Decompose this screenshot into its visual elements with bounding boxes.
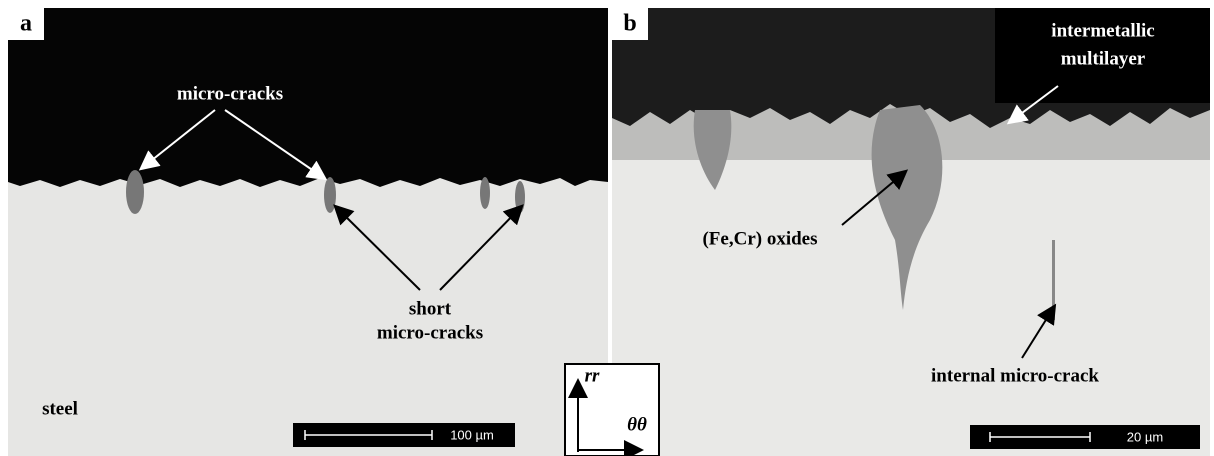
panel-label: a (20, 11, 32, 37)
annotation: multilayer (1061, 48, 1146, 69)
oxide (126, 170, 144, 214)
oxide (480, 177, 490, 209)
panel-label-box (8, 8, 44, 40)
oxide (324, 177, 336, 213)
scale-line (989, 432, 1091, 442)
arrow (333, 204, 421, 291)
annotation: steel (42, 398, 78, 419)
arrow (439, 204, 524, 291)
oxide (693, 110, 732, 190)
axis-label: rr (585, 365, 600, 386)
panel-a: a micro-cracks short micro-cracks steel … (8, 8, 608, 456)
arrow (138, 109, 216, 171)
scale-label: 100 µm (450, 427, 494, 442)
annotation: micro-cracks (377, 322, 483, 343)
oxide (871, 105, 943, 310)
annotation: internal micro-crack (931, 365, 1099, 386)
annotation: (Fe,Cr) oxides (702, 228, 817, 249)
annotation: intermetallic (1051, 20, 1154, 41)
scale-label: 20 µm (1127, 429, 1163, 444)
axes-inset: rr θθ (564, 363, 660, 456)
annotation: micro-cracks (177, 83, 283, 104)
inset-box (564, 363, 660, 456)
arrow (1006, 85, 1059, 125)
axis-label: θθ (627, 414, 647, 435)
arrow (1021, 303, 1057, 359)
annotation: short (409, 298, 452, 319)
scale-line (304, 430, 433, 440)
panel-label-box (612, 8, 648, 40)
mount-region (8, 8, 608, 187)
crack (1052, 240, 1055, 320)
arrow (224, 109, 328, 181)
arrow (841, 169, 909, 226)
annotation-box (995, 8, 1210, 103)
panel-b: b intermetallic multilayer (Fe,Cr) oxide… (612, 8, 1210, 456)
panel-label: b (623, 11, 636, 37)
